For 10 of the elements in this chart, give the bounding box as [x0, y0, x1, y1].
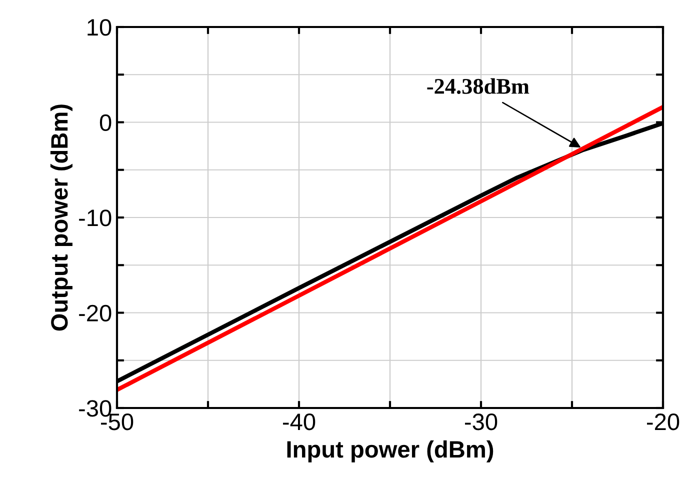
y-tick-label: 0 — [100, 114, 112, 132]
y-tick-label: -10 — [79, 210, 112, 226]
x-axis-title: Input power (dBm) — [287, 440, 494, 462]
y-tick-label: -20 — [79, 304, 112, 322]
x-tick-label: -20 — [646, 413, 680, 430]
annotation: -24.38dBm — [427, 78, 530, 94]
y-tick-label: 10 — [88, 19, 112, 36]
x-tick-label: -30 — [464, 413, 498, 430]
y-axis-title: Output power (dBm) — [50, 104, 72, 331]
x-tick-label: -40 — [282, 413, 316, 430]
